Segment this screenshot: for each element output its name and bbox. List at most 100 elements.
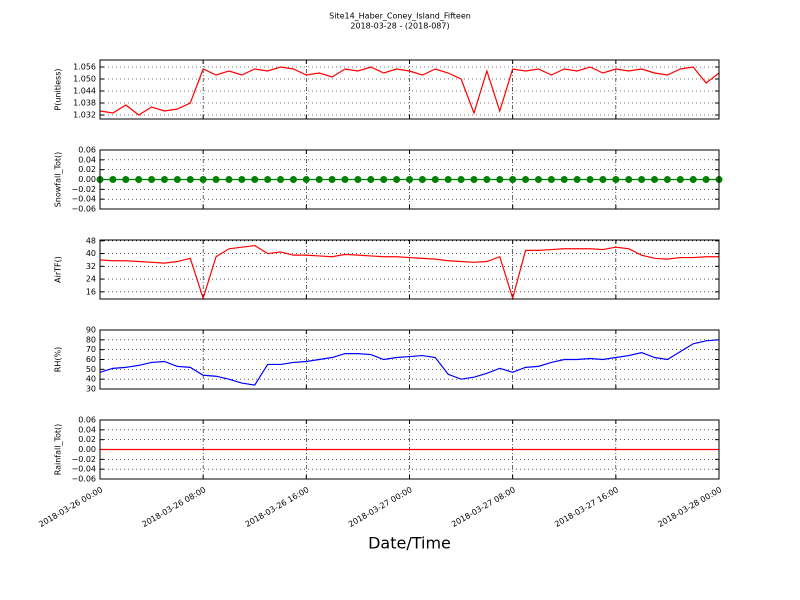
data-point — [522, 176, 530, 183]
data-point — [496, 176, 504, 183]
y-tick-label: 0.02 — [78, 165, 96, 174]
data-point — [302, 176, 310, 183]
data-point — [689, 176, 697, 183]
data-point — [676, 176, 684, 183]
data-point — [418, 176, 426, 183]
plot-frame — [99, 149, 720, 210]
data-point — [277, 176, 285, 183]
plot-frame — [99, 239, 720, 300]
y-axis-label: Rainfall_Tot() — [54, 424, 63, 476]
y-tick-label: 30 — [86, 385, 96, 394]
x-tick-label: 2018-03-26 16:00 — [244, 485, 311, 529]
y-tick-label: −0.02 — [71, 455, 96, 464]
y-tick-label: −0.06 — [71, 205, 96, 214]
data-point — [199, 176, 207, 183]
y-tick-label: 1.050 — [73, 75, 96, 84]
data-point — [135, 176, 143, 183]
y-tick-label: 1.044 — [73, 87, 96, 96]
y-tick-label: 50 — [86, 365, 96, 374]
y-tick-label: 0.04 — [78, 155, 96, 164]
data-point — [651, 176, 659, 183]
x-tick-label: 2018-03-27 16:00 — [553, 485, 620, 529]
x-tick-label: 2018-03-27 00:00 — [347, 485, 414, 529]
y-tick-label: 90 — [86, 326, 96, 335]
y-tick-label: 1.056 — [73, 63, 96, 72]
y-axis-label: Snowfall_Tot() — [54, 152, 63, 208]
data-point — [702, 176, 710, 183]
data-point — [238, 176, 246, 183]
plot-frame — [99, 59, 720, 120]
y-tick-label: 80 — [86, 335, 96, 344]
y-tick-label: 60 — [86, 355, 96, 364]
y-tick-label: 0.06 — [78, 146, 96, 155]
x-tick-label: 2018-03-26 08:00 — [140, 485, 207, 529]
x-axis-label: Date/Time — [368, 534, 451, 553]
data-point — [560, 176, 568, 183]
data-point — [663, 176, 671, 183]
data-point — [225, 176, 233, 183]
data-point — [264, 176, 272, 183]
data-point — [470, 176, 478, 183]
data-point — [109, 176, 117, 183]
data-point — [483, 176, 491, 183]
y-tick-label: 70 — [86, 345, 96, 354]
data-point — [444, 176, 452, 183]
y-tick-label: 32 — [86, 262, 96, 271]
data-point — [638, 176, 646, 183]
y-tick-label: −0.04 — [71, 465, 96, 474]
data-point — [186, 176, 194, 183]
data-line — [99, 66, 720, 116]
x-tick-label: 2018-03-27 08:00 — [450, 485, 517, 529]
data-point — [212, 176, 220, 183]
data-point — [599, 176, 607, 183]
data-point — [341, 176, 349, 183]
data-point — [315, 176, 323, 183]
y-tick-label: −0.04 — [71, 195, 96, 204]
data-point — [573, 176, 581, 183]
y-tick-label: 1.032 — [73, 111, 96, 120]
data-point — [173, 176, 181, 183]
data-point — [534, 176, 542, 183]
data-point — [586, 176, 594, 183]
y-axis-label: P(unitless) — [54, 68, 63, 110]
data-point — [625, 176, 633, 183]
data-point — [406, 176, 413, 183]
chart-title: Site14_Haber_Coney_Island_Fifteen — [329, 12, 471, 21]
y-tick-label: 0.04 — [78, 425, 96, 434]
data-point — [367, 176, 375, 183]
data-line — [99, 339, 720, 386]
plot-frame — [99, 419, 720, 480]
data-point — [122, 176, 130, 183]
y-tick-label: 0.00 — [78, 175, 96, 184]
data-point — [328, 176, 336, 183]
y-tick-label: 40 — [86, 249, 96, 258]
data-point — [251, 176, 259, 183]
y-tick-label: 1.038 — [73, 99, 96, 108]
y-axis-label: AirTF() — [54, 256, 63, 283]
y-tick-label: 16 — [86, 287, 96, 296]
data-point — [457, 176, 465, 183]
y-tick-label: 0.06 — [78, 416, 96, 425]
y-axis-label: RH(%) — [54, 347, 63, 372]
data-line — [99, 244, 719, 301]
x-tick-label: 2018-03-28 00:00 — [656, 485, 723, 529]
plot-frame — [99, 329, 720, 390]
y-tick-label: 0.02 — [78, 435, 96, 444]
data-point — [547, 176, 555, 183]
data-point — [380, 176, 388, 183]
y-tick-label: 40 — [86, 375, 96, 384]
chart-subtitle: 2018-03-28 - (2018-087) — [350, 22, 449, 31]
data-point — [289, 176, 297, 183]
data-point — [148, 176, 156, 183]
y-tick-label: 24 — [86, 275, 96, 284]
y-tick-label: 48 — [86, 236, 96, 245]
data-point — [393, 176, 401, 183]
y-tick-label: −0.06 — [71, 475, 96, 484]
data-point — [509, 176, 517, 183]
x-tick-label: 2018-03-26 00:00 — [37, 485, 104, 529]
data-point — [612, 176, 620, 183]
data-point — [431, 176, 439, 183]
data-point — [354, 176, 362, 183]
y-tick-label: 0.00 — [78, 445, 96, 454]
